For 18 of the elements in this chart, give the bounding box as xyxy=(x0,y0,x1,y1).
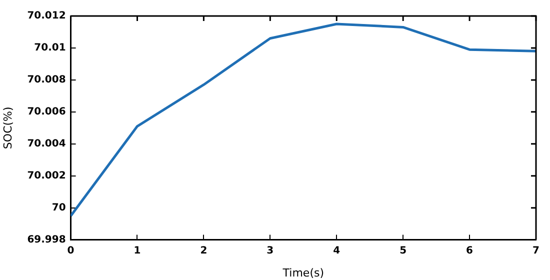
x-tick-label: 4 xyxy=(333,245,340,256)
x-tick-label: 3 xyxy=(266,245,274,256)
x-tick-label: 2 xyxy=(200,245,208,256)
x-tick-label: 5 xyxy=(400,245,407,256)
x-tick-label: 6 xyxy=(466,245,474,256)
y-tick-label: 70.002 xyxy=(27,170,66,182)
x-tick-label: 0 xyxy=(67,245,74,256)
y-tick-label: 70.004 xyxy=(27,138,66,150)
y-tick-label: 70.012 xyxy=(27,10,66,22)
x-axis-title: Time(s) xyxy=(282,266,324,280)
y-tick-label: 70.006 xyxy=(27,106,66,118)
y-tick-label: 69.998 xyxy=(27,234,66,246)
x-tick-label: 7 xyxy=(532,245,540,256)
y-tick-label: 70.008 xyxy=(27,74,66,86)
y-tick-label: 70.01 xyxy=(34,42,66,54)
x-tick-label: 1 xyxy=(134,245,141,256)
y-axis-title: SOC(%) xyxy=(1,106,14,150)
y-tick-label: 70 xyxy=(52,202,66,214)
